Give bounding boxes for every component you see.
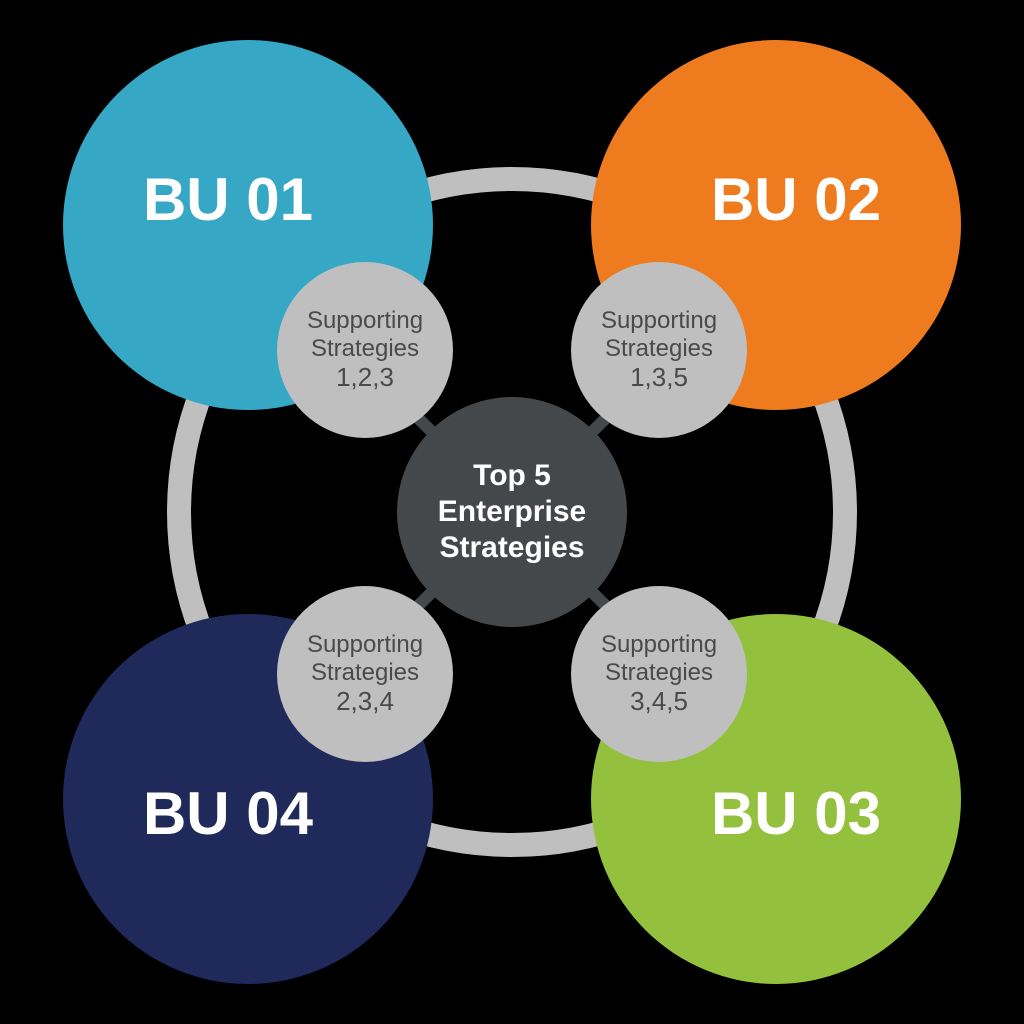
bu-label-04: BU 04	[118, 779, 338, 848]
support-title-04a: Supporting	[307, 631, 423, 659]
bu-label-02: BU 02	[686, 165, 906, 234]
center-label-line3: Strategies	[438, 530, 586, 566]
support-title-03a: Supporting	[601, 631, 717, 659]
support-title-01b: Strategies	[311, 335, 419, 363]
center-label: Top 5 Enterprise Strategies	[438, 458, 586, 566]
diagram-stage: BU 01 BU 02 BU 03 BU 04 Supporting Strat…	[0, 0, 1024, 1024]
support-title-04b: Strategies	[311, 659, 419, 687]
support-title-02a: Supporting	[601, 307, 717, 335]
bu-label-03: BU 03	[686, 779, 906, 848]
support-values-04: 2,3,4	[336, 687, 394, 717]
support-values-01: 1,2,3	[336, 363, 394, 393]
center-circle: Top 5 Enterprise Strategies	[397, 397, 627, 627]
support-circle-01: Supporting Strategies 1,2,3	[277, 262, 453, 438]
support-circle-04: Supporting Strategies 2,3,4	[277, 586, 453, 762]
support-values-02: 1,3,5	[630, 363, 688, 393]
support-title-01a: Supporting	[307, 307, 423, 335]
support-title-03b: Strategies	[605, 659, 713, 687]
support-circle-03: Supporting Strategies 3,4,5	[571, 586, 747, 762]
support-circle-02: Supporting Strategies 1,3,5	[571, 262, 747, 438]
center-label-line1: Top 5	[438, 458, 586, 494]
support-values-03: 3,4,5	[630, 687, 688, 717]
center-label-line2: Enterprise	[438, 494, 586, 530]
bu-label-01: BU 01	[118, 165, 338, 234]
support-title-02b: Strategies	[605, 335, 713, 363]
